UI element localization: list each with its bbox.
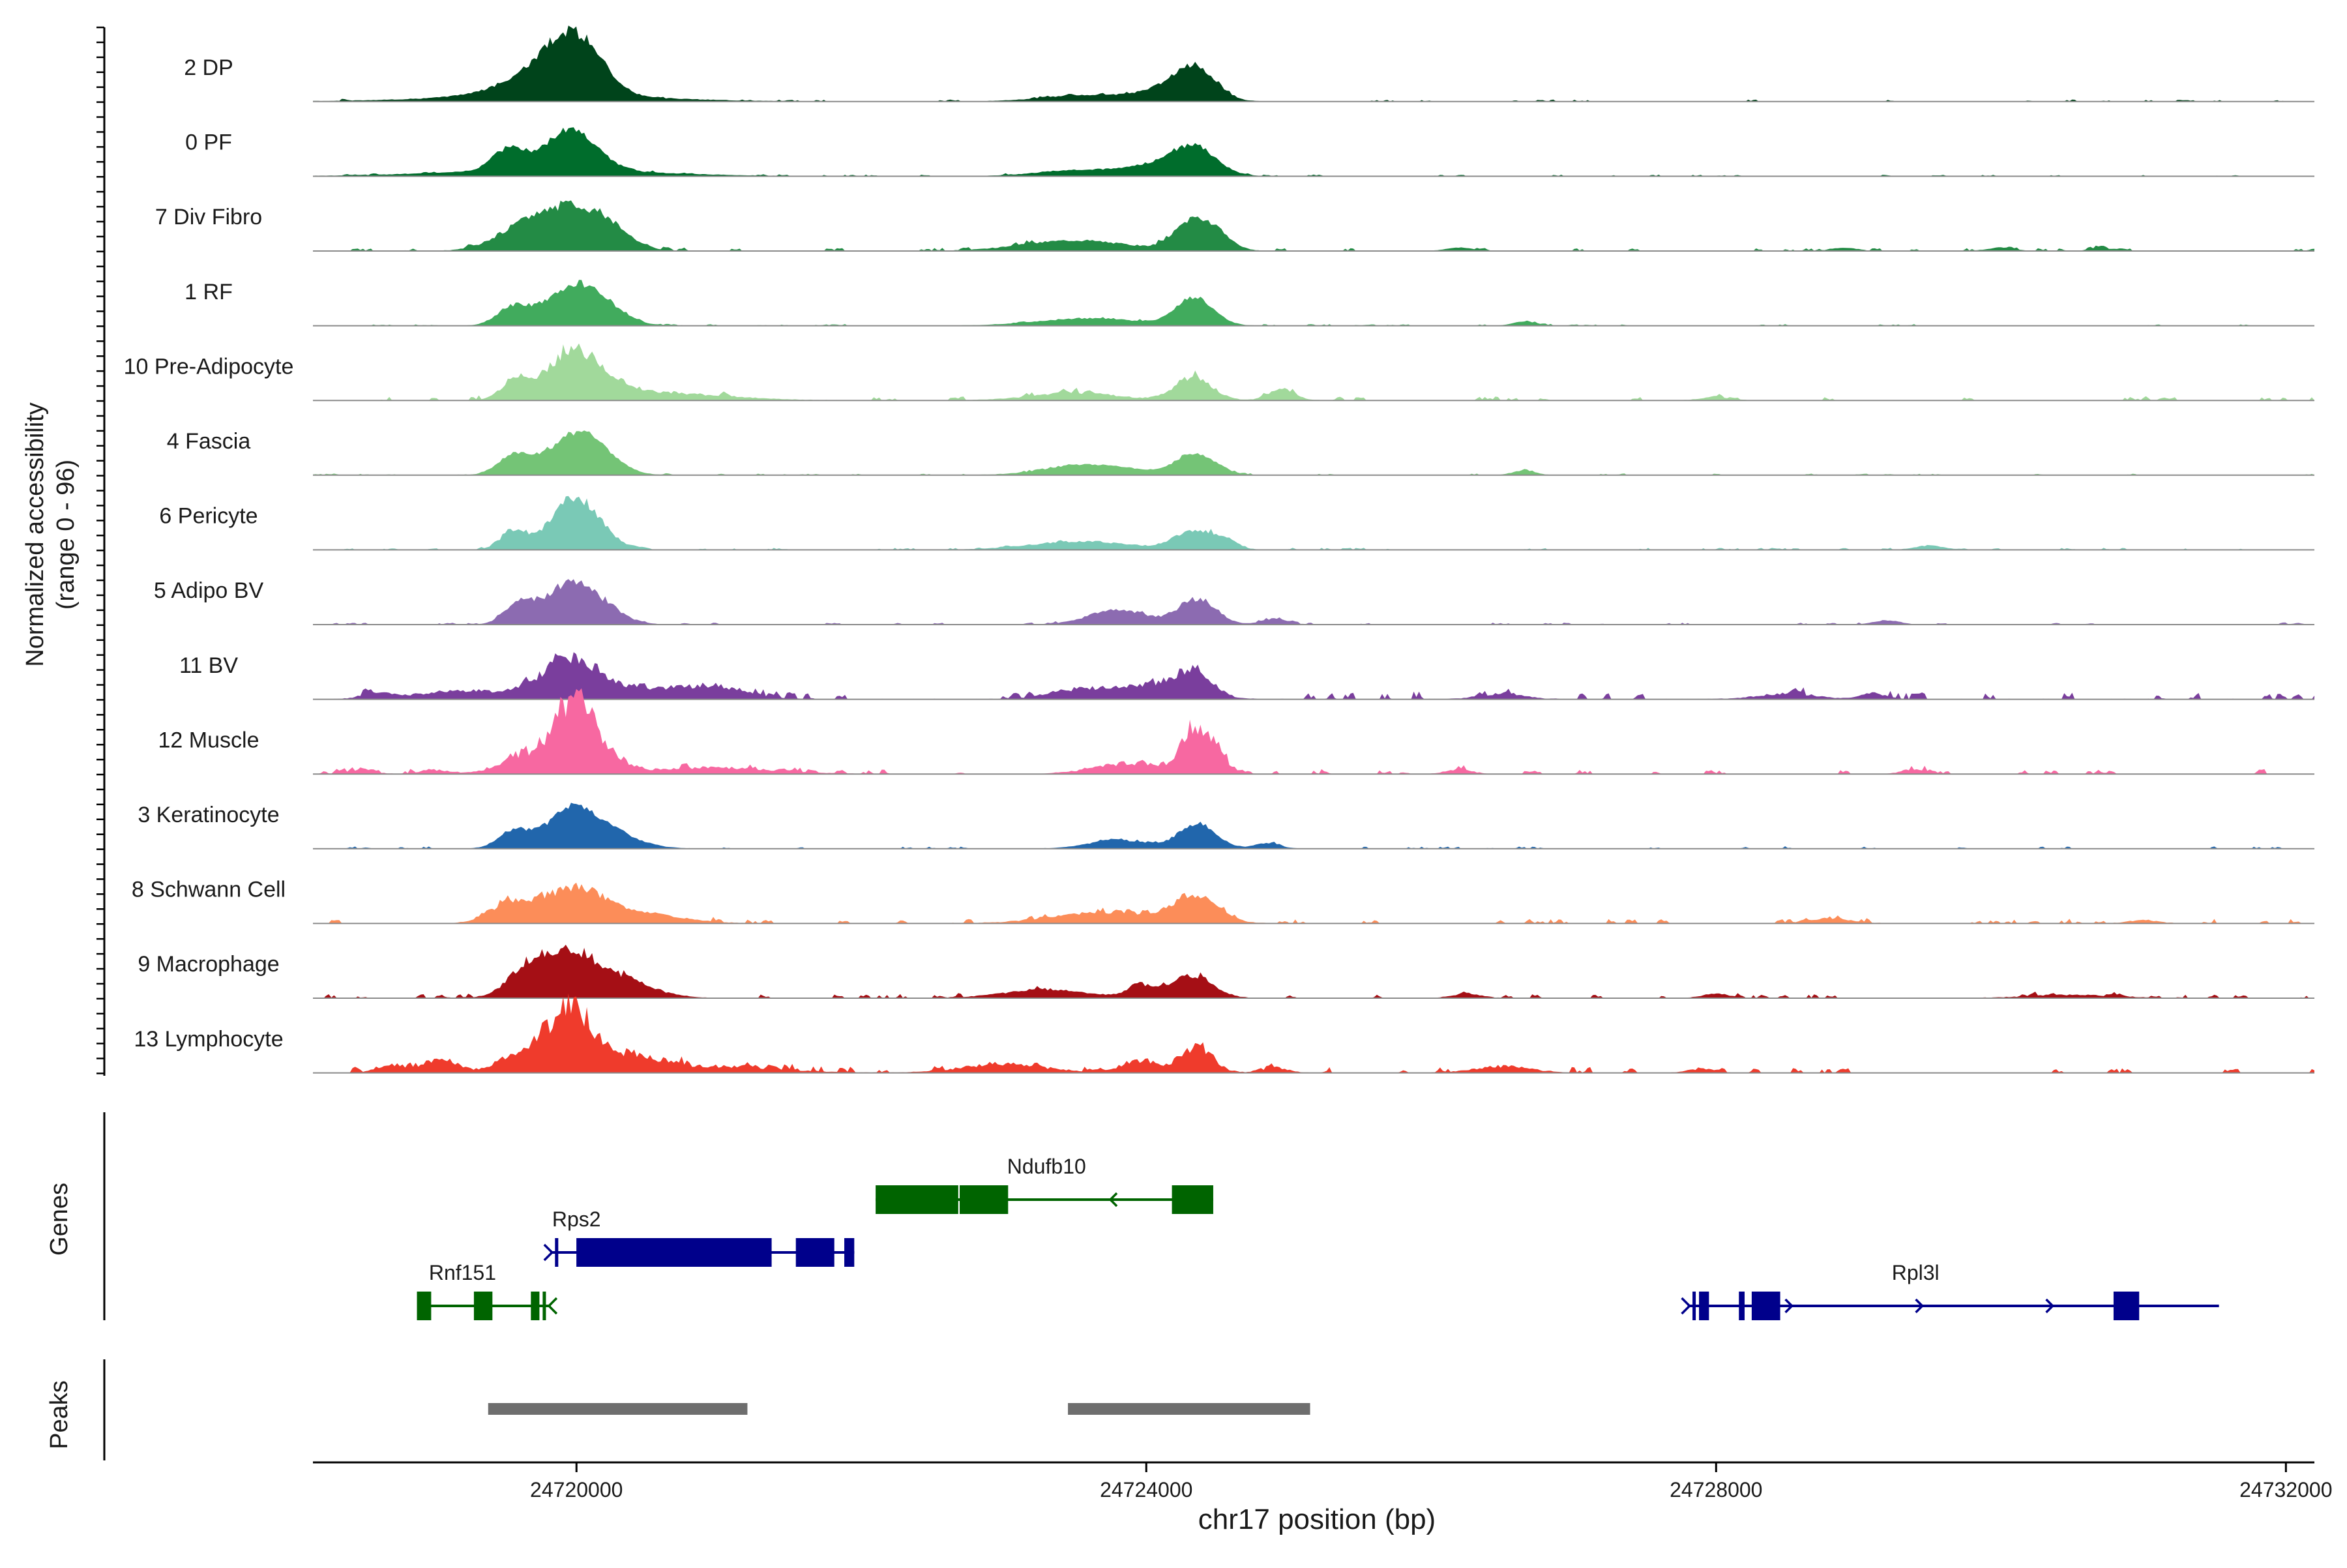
coverage-track-area (313, 803, 2314, 849)
gene-exon (844, 1238, 855, 1267)
genes-panel-label: Genes (46, 1183, 73, 1256)
gene-label: Ndufb10 (1007, 1155, 1086, 1178)
strand-arrow (2045, 1298, 2055, 1314)
x-tick-label: 24720000 (530, 1478, 623, 1501)
coverage-track-area (313, 688, 2314, 775)
x-tick-label: 24732000 (2239, 1478, 2332, 1501)
strand-arrow (673, 1245, 683, 1260)
strand-arrow (1915, 1298, 1925, 1314)
gene-exon (417, 1292, 432, 1320)
y-axis-range: (range 0 - 96) (52, 460, 80, 610)
coverage-track-area (313, 430, 2314, 475)
x-axis-title: chr17 position (bp) (1198, 1503, 1436, 1535)
track-label: 2 DP (184, 55, 233, 80)
strand-arrow (1108, 1192, 1118, 1207)
coverage-track-area (313, 25, 2314, 102)
coverage-track-area (313, 882, 2314, 924)
track-label: 12 Muscle (158, 728, 259, 752)
peak-bar (1068, 1403, 1310, 1415)
gene-exon (1172, 1185, 1213, 1214)
coverage-track-area (313, 280, 2314, 326)
track-label: 0 PF (185, 130, 232, 155)
gene-label: Rps2 (552, 1207, 601, 1231)
track-label: 10 Pre-Adipocyte (124, 354, 294, 379)
track-label: 1 RF (185, 280, 233, 304)
track-label: 9 Macrophage (138, 952, 279, 977)
track-label: 7 Div Fibro (155, 205, 262, 229)
x-tick-label: 24724000 (1100, 1478, 1192, 1501)
gene-exon (531, 1292, 540, 1320)
gene-exon (795, 1238, 834, 1267)
track-label: 11 BV (179, 653, 238, 678)
strand-arrow (978, 1192, 988, 1207)
gene-label: Rpl3l (1892, 1261, 1940, 1284)
peaks-panel-label: Peaks (46, 1380, 73, 1449)
gene-exon (473, 1292, 493, 1320)
gene-label: Rnf151 (429, 1261, 496, 1284)
track-label: 6 Pericyte (159, 504, 258, 529)
track-label: 8 Schwann Cell (132, 878, 286, 902)
coverage-track-area (313, 579, 2314, 625)
gene-exon (1739, 1292, 1745, 1320)
gene-exon (1751, 1292, 1780, 1320)
coverage-track-area (313, 945, 2314, 998)
y-axis-title: Normalized accessibility (22, 402, 49, 666)
gene-exon (576, 1238, 772, 1267)
strand-arrow (803, 1245, 813, 1260)
peak-bar (488, 1403, 748, 1415)
gene-exon (2113, 1292, 2140, 1320)
tss-arrow (1681, 1297, 1692, 1315)
gene-exon (1699, 1292, 1709, 1320)
coverage-track-area (313, 127, 2314, 177)
track-label: 4 Fascia (167, 429, 251, 454)
coverage-track-area (313, 200, 2314, 251)
tss-arrow (543, 1243, 554, 1262)
track-label: 3 Keratinocyte (138, 803, 279, 827)
coverage-track-area (313, 496, 2314, 550)
gene-exon (876, 1185, 958, 1214)
strand-arrow (1784, 1298, 1794, 1314)
track-label: 13 Lymphocyte (134, 1027, 283, 1052)
coverage-track-area (313, 343, 2314, 401)
tss-arrow (547, 1297, 558, 1315)
coverage-track-area (313, 652, 2314, 700)
gene-exon (960, 1185, 1009, 1214)
track-label: 5 Adipo BV (154, 578, 264, 603)
x-tick-label: 24728000 (1670, 1478, 1762, 1501)
coverage-track-area (313, 993, 2314, 1073)
